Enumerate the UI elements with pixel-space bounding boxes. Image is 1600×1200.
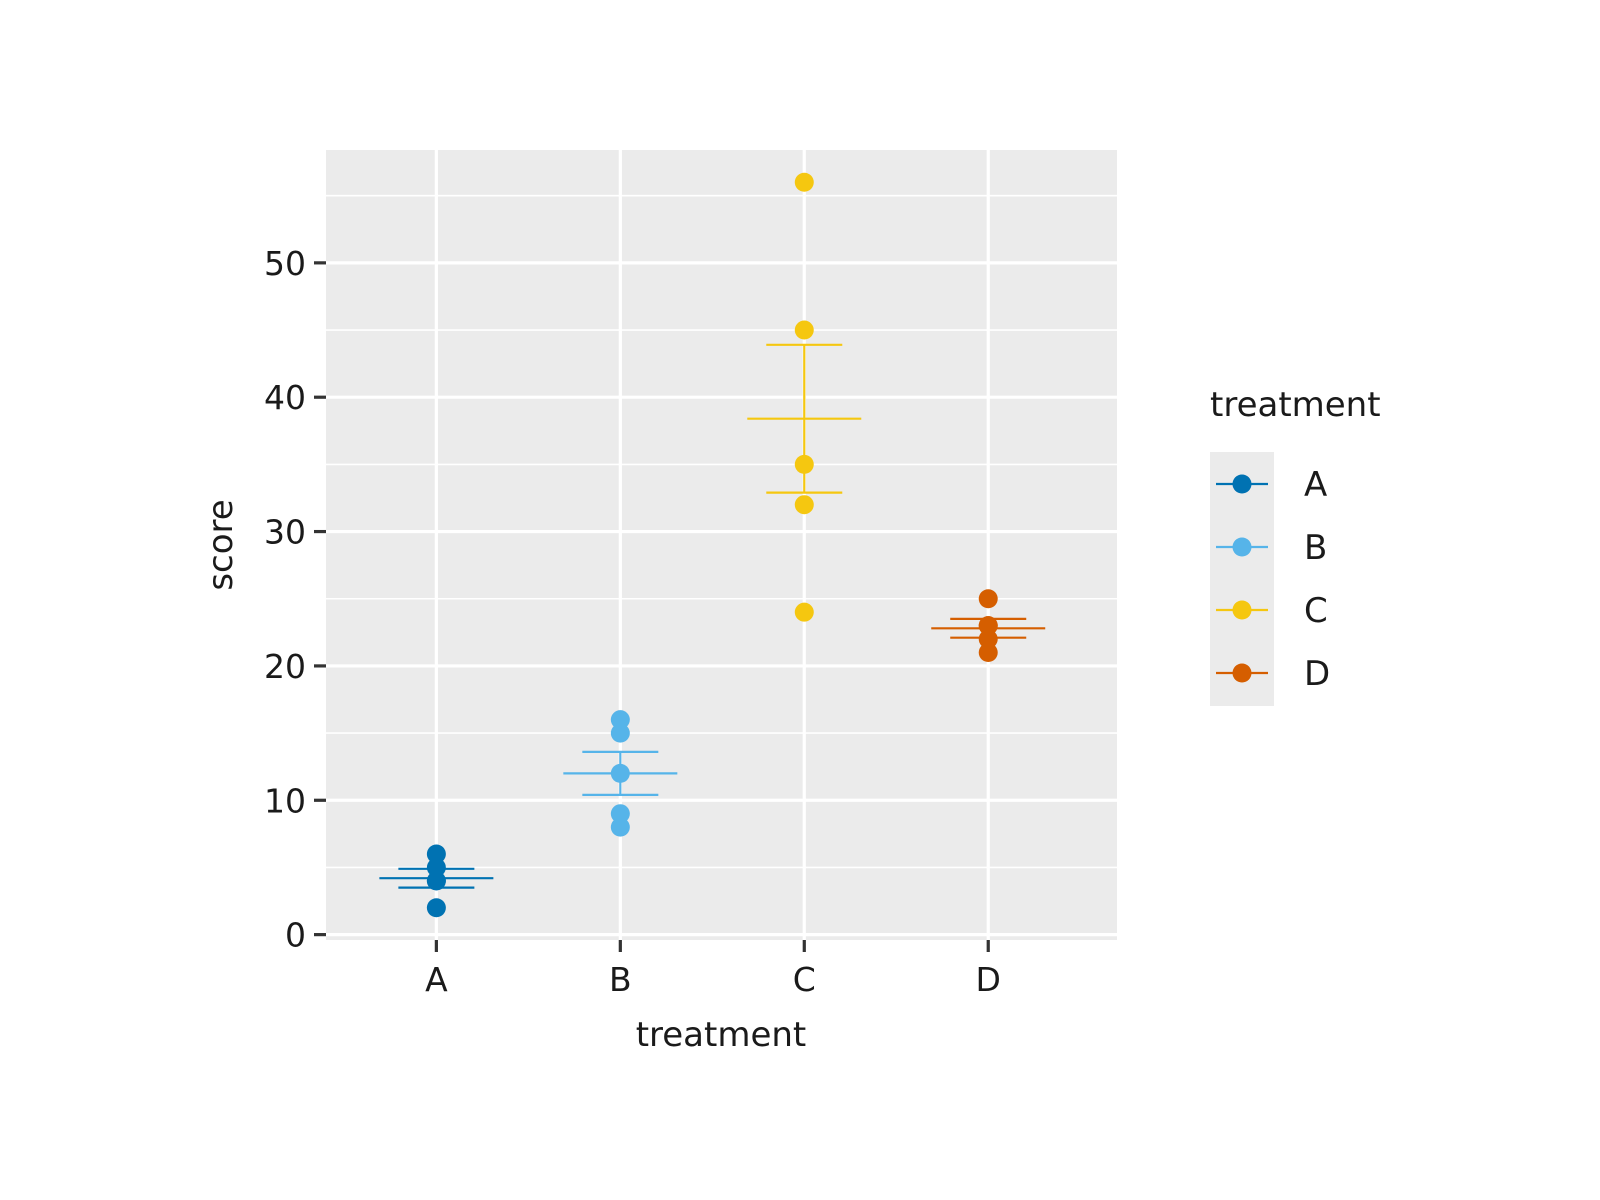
data-point	[610, 804, 630, 824]
y-tick-label: 0	[285, 916, 306, 955]
data-point	[794, 320, 814, 340]
plot-panel	[326, 150, 1117, 940]
y-axis: 0 10 20 30 40 50	[264, 244, 326, 955]
y-tick-label: 20	[264, 647, 306, 686]
legend-label: A	[1304, 465, 1327, 505]
data-point	[610, 763, 630, 783]
x-tick-label: A	[425, 960, 448, 999]
data-point	[426, 857, 446, 877]
legend-label: C	[1304, 591, 1328, 631]
y-tick-label: 40	[264, 378, 306, 417]
data-point	[794, 495, 814, 515]
x-tick-label: B	[609, 960, 632, 999]
data-point	[426, 871, 446, 891]
legend-key-point	[1232, 474, 1252, 494]
x-axis: A B C D	[425, 940, 1001, 999]
data-point	[794, 602, 814, 622]
legend-key-point	[1232, 600, 1252, 620]
legend-title: treatment	[1210, 385, 1381, 425]
data-point	[426, 898, 446, 918]
data-point	[610, 817, 630, 837]
data-point	[426, 844, 446, 864]
data-point	[610, 723, 630, 743]
data-point	[794, 454, 814, 474]
data-point	[978, 589, 998, 609]
data-point	[794, 172, 814, 192]
y-tick-label: 50	[264, 244, 306, 283]
data-point	[978, 616, 998, 636]
data-point	[978, 642, 998, 662]
x-tick-label: C	[793, 960, 816, 999]
legend-label: D	[1304, 654, 1330, 694]
y-axis-title: score	[201, 499, 241, 590]
x-tick-label: D	[976, 960, 1001, 999]
legend-key-point	[1232, 663, 1252, 683]
legend-label: B	[1304, 528, 1327, 568]
data-point	[978, 629, 998, 649]
legend-key-point	[1232, 537, 1252, 557]
y-tick-label: 30	[264, 513, 306, 552]
points	[426, 172, 998, 918]
y-tick-label: 10	[264, 781, 306, 820]
grid-minor	[326, 194, 1117, 869]
data-point	[610, 710, 630, 730]
x-axis-title: treatment	[636, 1015, 807, 1055]
